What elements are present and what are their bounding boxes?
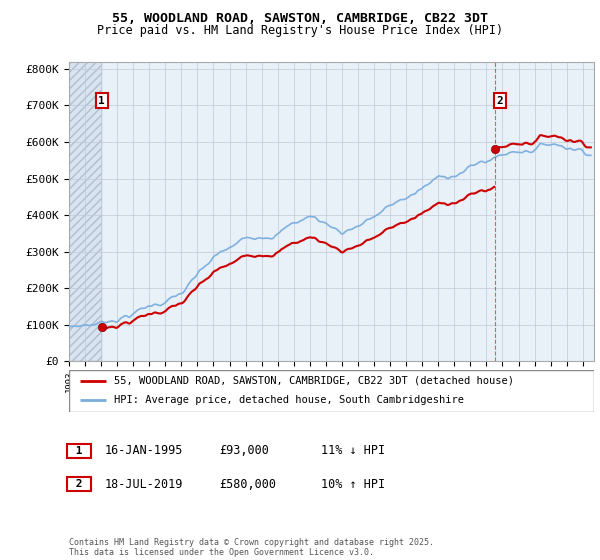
Text: £580,000: £580,000 [219, 478, 276, 491]
Text: 18-JUL-2019: 18-JUL-2019 [105, 478, 184, 491]
Text: 2: 2 [497, 96, 503, 105]
Text: 1: 1 [69, 446, 89, 456]
Text: 2: 2 [69, 479, 89, 489]
Text: 1: 1 [98, 96, 105, 105]
Text: 16-JAN-1995: 16-JAN-1995 [105, 444, 184, 458]
Text: 11% ↓ HPI: 11% ↓ HPI [321, 444, 385, 458]
Text: Contains HM Land Registry data © Crown copyright and database right 2025.
This d: Contains HM Land Registry data © Crown c… [69, 538, 434, 557]
Text: HPI: Average price, detached house, South Cambridgeshire: HPI: Average price, detached house, Sout… [113, 395, 464, 405]
Text: 55, WOODLAND ROAD, SAWSTON, CAMBRIDGE, CB22 3DT (detached house): 55, WOODLAND ROAD, SAWSTON, CAMBRIDGE, C… [113, 376, 514, 386]
Text: Price paid vs. HM Land Registry's House Price Index (HPI): Price paid vs. HM Land Registry's House … [97, 24, 503, 36]
Text: 10% ↑ HPI: 10% ↑ HPI [321, 478, 385, 491]
Text: £93,000: £93,000 [219, 444, 269, 458]
Text: 55, WOODLAND ROAD, SAWSTON, CAMBRIDGE, CB22 3DT: 55, WOODLAND ROAD, SAWSTON, CAMBRIDGE, C… [112, 12, 488, 25]
